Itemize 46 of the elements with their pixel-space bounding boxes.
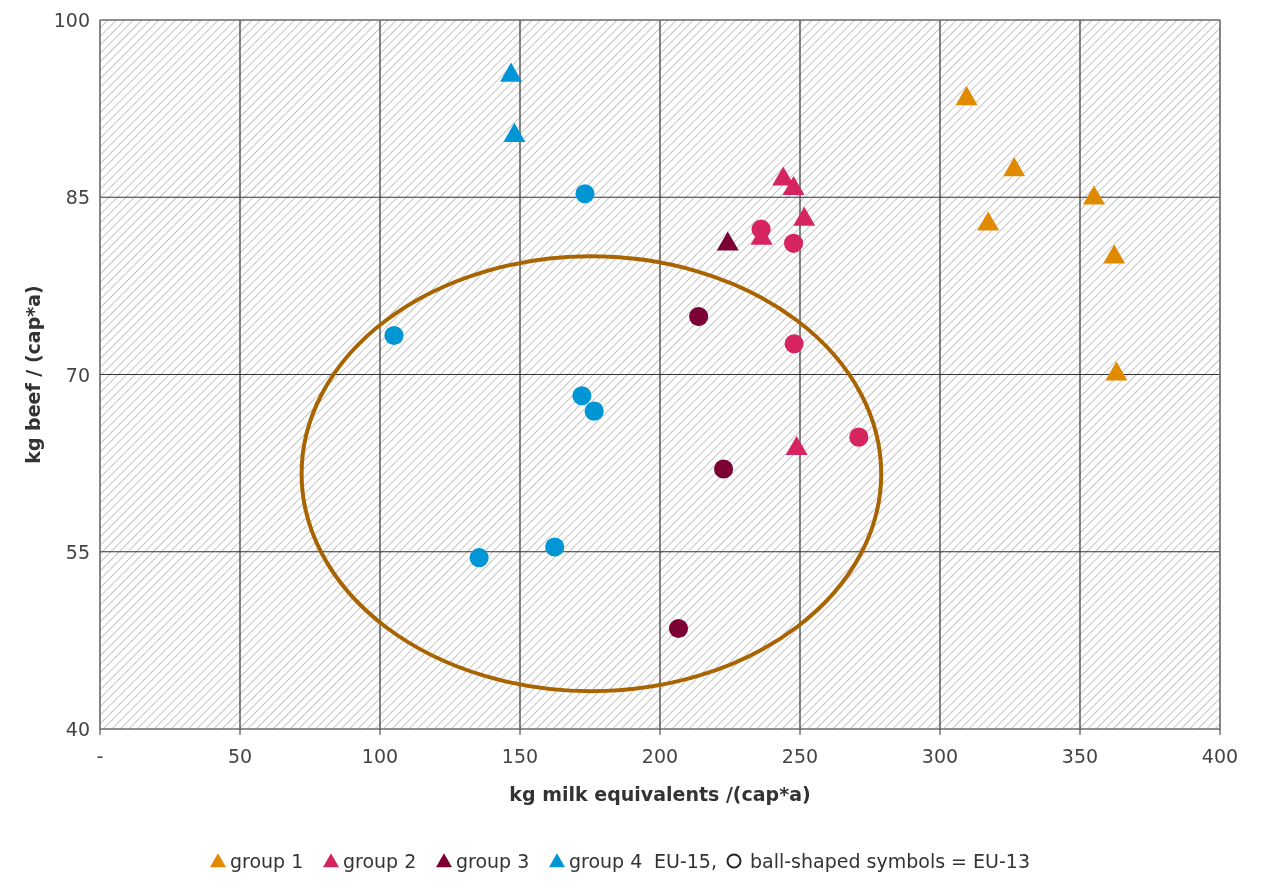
text: EU-15, — [654, 850, 717, 872]
point — [751, 219, 771, 239]
x-axis-title: kg milk equivalents /(cap*a) — [509, 783, 811, 805]
y-axis-title: kg beef / (cap*a) — [22, 285, 44, 464]
point — [503, 122, 526, 142]
point — [785, 435, 808, 456]
point — [545, 537, 565, 557]
point — [500, 62, 523, 82]
point — [784, 334, 804, 354]
legend-label: group 1 — [230, 850, 304, 872]
point — [1083, 185, 1105, 205]
point — [783, 233, 804, 253]
y-tick-label: 85 — [65, 186, 90, 209]
point — [384, 325, 404, 346]
point — [782, 175, 805, 196]
point — [689, 307, 709, 327]
point — [1105, 361, 1128, 381]
x-tick-label: 250 — [781, 745, 819, 767]
x-tick-label: 150 — [501, 745, 539, 767]
point — [716, 231, 739, 251]
y-tick-label: 70 — [65, 363, 90, 386]
x-tick-label: 100 — [361, 745, 399, 767]
point — [1003, 157, 1026, 177]
point — [1103, 244, 1126, 264]
point — [977, 211, 1000, 231]
point — [668, 618, 689, 639]
y-tick-label: 40 — [65, 718, 90, 740]
x-tick-label: 300 — [921, 745, 959, 767]
point — [955, 86, 978, 106]
y-tick-label: 55 — [65, 540, 90, 563]
x-tick-label: 200 — [641, 745, 679, 767]
point — [849, 427, 869, 447]
legend-label: group 3 — [456, 850, 530, 872]
y-tick-label: 100 — [53, 9, 90, 31]
point — [469, 548, 489, 568]
point — [584, 401, 604, 421]
point — [572, 386, 592, 406]
x-tick-label: 50 — [227, 745, 253, 767]
legend-label: group 2 — [343, 850, 417, 872]
x-tick-label: 400 — [1201, 745, 1239, 767]
x-tick-label: 350 — [1061, 745, 1099, 767]
legend-label: group 4 — [569, 850, 643, 872]
text: ball-shaped symbols = EU-13 — [750, 850, 1031, 872]
point — [713, 459, 734, 479]
point — [793, 206, 816, 226]
x-tick-label: - — [96, 745, 104, 767]
